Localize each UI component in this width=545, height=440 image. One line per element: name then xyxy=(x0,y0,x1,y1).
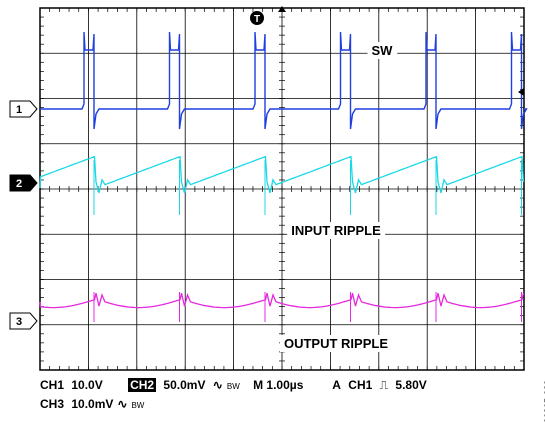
trigger-level-icon xyxy=(518,88,524,96)
rising-edge-icon: ⎍ xyxy=(379,378,389,392)
output-ripple-label: OUTPUT RIPPLE xyxy=(284,336,388,351)
bandwidth-limit-text: BW xyxy=(131,401,145,410)
bandwidth-limit-icon: ∿ xyxy=(212,378,223,392)
ch2-marker xyxy=(9,174,38,192)
graticule xyxy=(39,7,525,371)
sw-label-bg xyxy=(367,42,398,59)
ch2-scale: 50.0mV xyxy=(163,378,206,392)
traces xyxy=(39,31,528,322)
trigger-channel: CH1 xyxy=(348,378,373,392)
trigger-marker-label: T xyxy=(254,14,260,25)
bandwidth-limit-icon: ∿ xyxy=(117,397,128,411)
bandwidth-limit-text: BW xyxy=(226,382,240,391)
input-ripple-label-bg xyxy=(287,222,386,239)
trace-labels: SW INPUT RIPPLE OUTPUT RIPPLE xyxy=(279,42,398,352)
ch1-scale: 10.0V xyxy=(71,378,103,392)
ch3-marker-label: 3 xyxy=(16,316,22,328)
ch3-label: CH3 xyxy=(40,397,65,411)
trace-ch3-output-ripple xyxy=(39,293,525,309)
ch1-marker-label: 1 xyxy=(16,104,22,116)
channel-markers: 1 2 3 T xyxy=(9,6,524,330)
ch3-scale: 10.0mV xyxy=(71,397,114,411)
ch3-marker xyxy=(9,312,38,330)
input-ripple-label: INPUT RIPPLE xyxy=(291,223,381,238)
ch2-marker-label: 2 xyxy=(16,178,22,190)
output-ripple-label-bg xyxy=(279,335,393,352)
ch2-label: CH2 xyxy=(128,378,157,392)
footer-line-2: CH3 10.0mV ∿ BW xyxy=(40,397,148,411)
trace-ch1-sw xyxy=(40,31,528,130)
sw-label: SW xyxy=(372,43,394,58)
trigger-level: 5.80V xyxy=(395,378,427,392)
trigger-position-icon xyxy=(278,6,286,12)
trigger-marker-icon xyxy=(250,11,264,25)
trigger-mode: A xyxy=(332,378,341,392)
timebase: M 1.00µs xyxy=(253,378,304,392)
ch1-label: CH1 xyxy=(40,378,65,392)
trace-ch2-input-ripple xyxy=(39,155,525,194)
ch1-marker xyxy=(9,100,38,118)
footer-line-1: CH1 10.0V CH2 50.0mV ∿ BW M 1.00µs A CH1 … xyxy=(40,378,431,393)
